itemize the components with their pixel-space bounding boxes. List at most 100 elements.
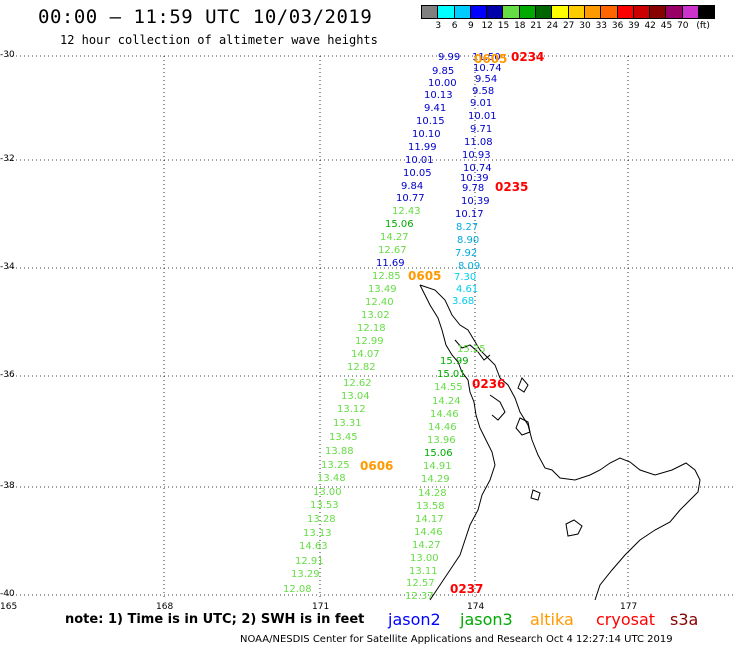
note-text: note: 1) Time is in UTC; 2) SWH is in fe… xyxy=(65,612,365,627)
wave-height-label: 9.01 xyxy=(470,98,493,109)
wave-height-label: 7.30 xyxy=(454,272,477,283)
wave-height-label: 10.39 xyxy=(461,196,490,207)
page-subtitle: 12 hour collection of altimeter wave hei… xyxy=(60,33,378,47)
color-scale-label: 18 xyxy=(514,21,526,31)
wave-height-label: 15.01 xyxy=(437,369,466,380)
latitude-label: -40 xyxy=(0,589,15,599)
color-scale-label: 24 xyxy=(546,21,559,31)
wave-height-label: 12.91 xyxy=(295,556,324,567)
credit-line: NOAA/NESDIS Center for Satellite Applica… xyxy=(240,634,673,645)
wave-height-label: 10.10 xyxy=(412,129,441,140)
wave-height-label: 15.06 xyxy=(385,219,414,230)
wave-height-label: 12.57 xyxy=(406,578,435,589)
wave-height-label: 9.84 xyxy=(401,181,424,192)
wave-height-label: 12.82 xyxy=(347,362,376,373)
wave-height-label: 13.00 xyxy=(313,487,342,498)
pass-time-label: 0236 xyxy=(472,377,506,391)
color-scale-label: 21 xyxy=(530,21,542,31)
wave-height-label: 15.25 xyxy=(457,344,486,355)
longitude-label: 174 xyxy=(467,602,485,612)
wave-height-label: 13.00 xyxy=(410,553,439,564)
wave-height-label: 14.29 xyxy=(421,474,450,485)
wave-height-label: 12.37 xyxy=(405,591,434,602)
latitude-label: -38 xyxy=(0,481,15,491)
pass-time-label: 0237 xyxy=(450,582,484,596)
coastline-segment xyxy=(489,394,506,421)
wave-height-label: 11.50 xyxy=(472,52,501,63)
wave-height-label: 12.08 xyxy=(283,584,312,595)
wave-height-label: 14.55 xyxy=(434,382,463,393)
pass-time-label: 0605 xyxy=(474,52,508,66)
color-scale-label: 70 xyxy=(677,21,689,31)
wave-height-label: 13.04 xyxy=(341,391,370,402)
wave-height-label: 8.09 xyxy=(458,261,481,272)
wave-height-label: 12.43 xyxy=(392,206,421,217)
wave-height-label: 9.54 xyxy=(475,74,498,85)
wave-height-label: 11.08 xyxy=(464,137,493,148)
coastline-segment xyxy=(419,284,496,601)
wave-height-label: 13.45 xyxy=(329,432,358,443)
wave-height-label: 12.18 xyxy=(357,323,386,334)
wave-height-label: 10.77 xyxy=(396,193,425,204)
wave-height-label: 13.96 xyxy=(427,435,456,446)
wave-height-label: 10.39 xyxy=(460,173,489,184)
wave-height-label: 14.63 xyxy=(299,541,328,552)
wave-height-label: 7.92 xyxy=(455,248,478,259)
wave-height-label: 3.68 xyxy=(452,296,475,307)
page-title: 00:00 – 11:59 UTC 10/03/2019 xyxy=(38,6,373,28)
wave-height-label: 13.31 xyxy=(333,418,362,429)
wave-height-label: 14.07 xyxy=(351,349,380,360)
wave-height-label: 12.85 xyxy=(372,271,401,282)
coastline-segment xyxy=(454,339,491,361)
color-scale-label: 36 xyxy=(611,21,624,31)
coastline-segment xyxy=(565,519,583,537)
wave-height-label: 9.58 xyxy=(472,86,495,97)
wave-height-label: 10.00 xyxy=(428,78,457,89)
wave-height-label: 14.46 xyxy=(428,422,457,433)
color-scale-label: 45 xyxy=(660,21,673,31)
wave-height-label: 15.99 xyxy=(440,356,469,367)
wave-height-label: 10.15 xyxy=(416,116,445,127)
wave-height-label: 10.74 xyxy=(473,63,502,74)
legend-item-s3a: s3a xyxy=(670,610,699,629)
wave-height-label: 14.46 xyxy=(414,527,443,538)
wave-height-label: 13.11 xyxy=(409,566,438,577)
wave-height-label: 9.41 xyxy=(424,103,447,114)
wave-height-label: 10.17 xyxy=(455,209,484,220)
wave-height-label: 13.48 xyxy=(317,473,346,484)
coastline-segment xyxy=(530,489,541,501)
wave-height-label: 15.06 xyxy=(424,448,453,459)
wave-height-label: 14.24 xyxy=(432,396,461,407)
color-scale-label: 30 xyxy=(579,21,591,31)
color-scale-label: (ft) xyxy=(696,21,710,31)
legend-item-cryosat: cryosat xyxy=(596,610,656,629)
wave-height-label: 14.28 xyxy=(418,488,447,499)
color-scale-bar xyxy=(421,5,716,19)
coastline-segment xyxy=(517,377,529,393)
pass-time-label: 0235 xyxy=(495,180,529,194)
wave-height-label: 13.58 xyxy=(416,501,445,512)
wave-height-label: 9.78 xyxy=(462,183,485,194)
latitude-label: -34 xyxy=(0,262,15,272)
wave-height-label: 13.25 xyxy=(321,460,350,471)
wave-height-label: 12.40 xyxy=(365,297,394,308)
pass-time-label: 0234 xyxy=(511,50,545,64)
new-zealand-coastline xyxy=(419,284,701,601)
color-swatch xyxy=(698,5,716,19)
wave-height-label: 14.46 xyxy=(430,409,459,420)
wave-height-label: 4.61 xyxy=(456,284,479,295)
color-scale-label: 15 xyxy=(497,21,510,31)
longitude-label: 171 xyxy=(312,602,330,612)
longitude-label: 168 xyxy=(156,602,174,612)
wave-height-label: 13.29 xyxy=(291,569,320,580)
wave-height-label: 14.27 xyxy=(380,232,409,243)
color-scale-label: 6 xyxy=(451,21,458,31)
wave-height-label: 14.17 xyxy=(415,514,444,525)
wave-height-label: 13.12 xyxy=(337,404,366,415)
wave-height-label: 13.53 xyxy=(310,500,339,511)
color-scale-label: 33 xyxy=(595,21,608,31)
wave-height-label: 8.27 xyxy=(456,222,479,233)
legend-item-jason2: jason2 xyxy=(388,610,441,629)
